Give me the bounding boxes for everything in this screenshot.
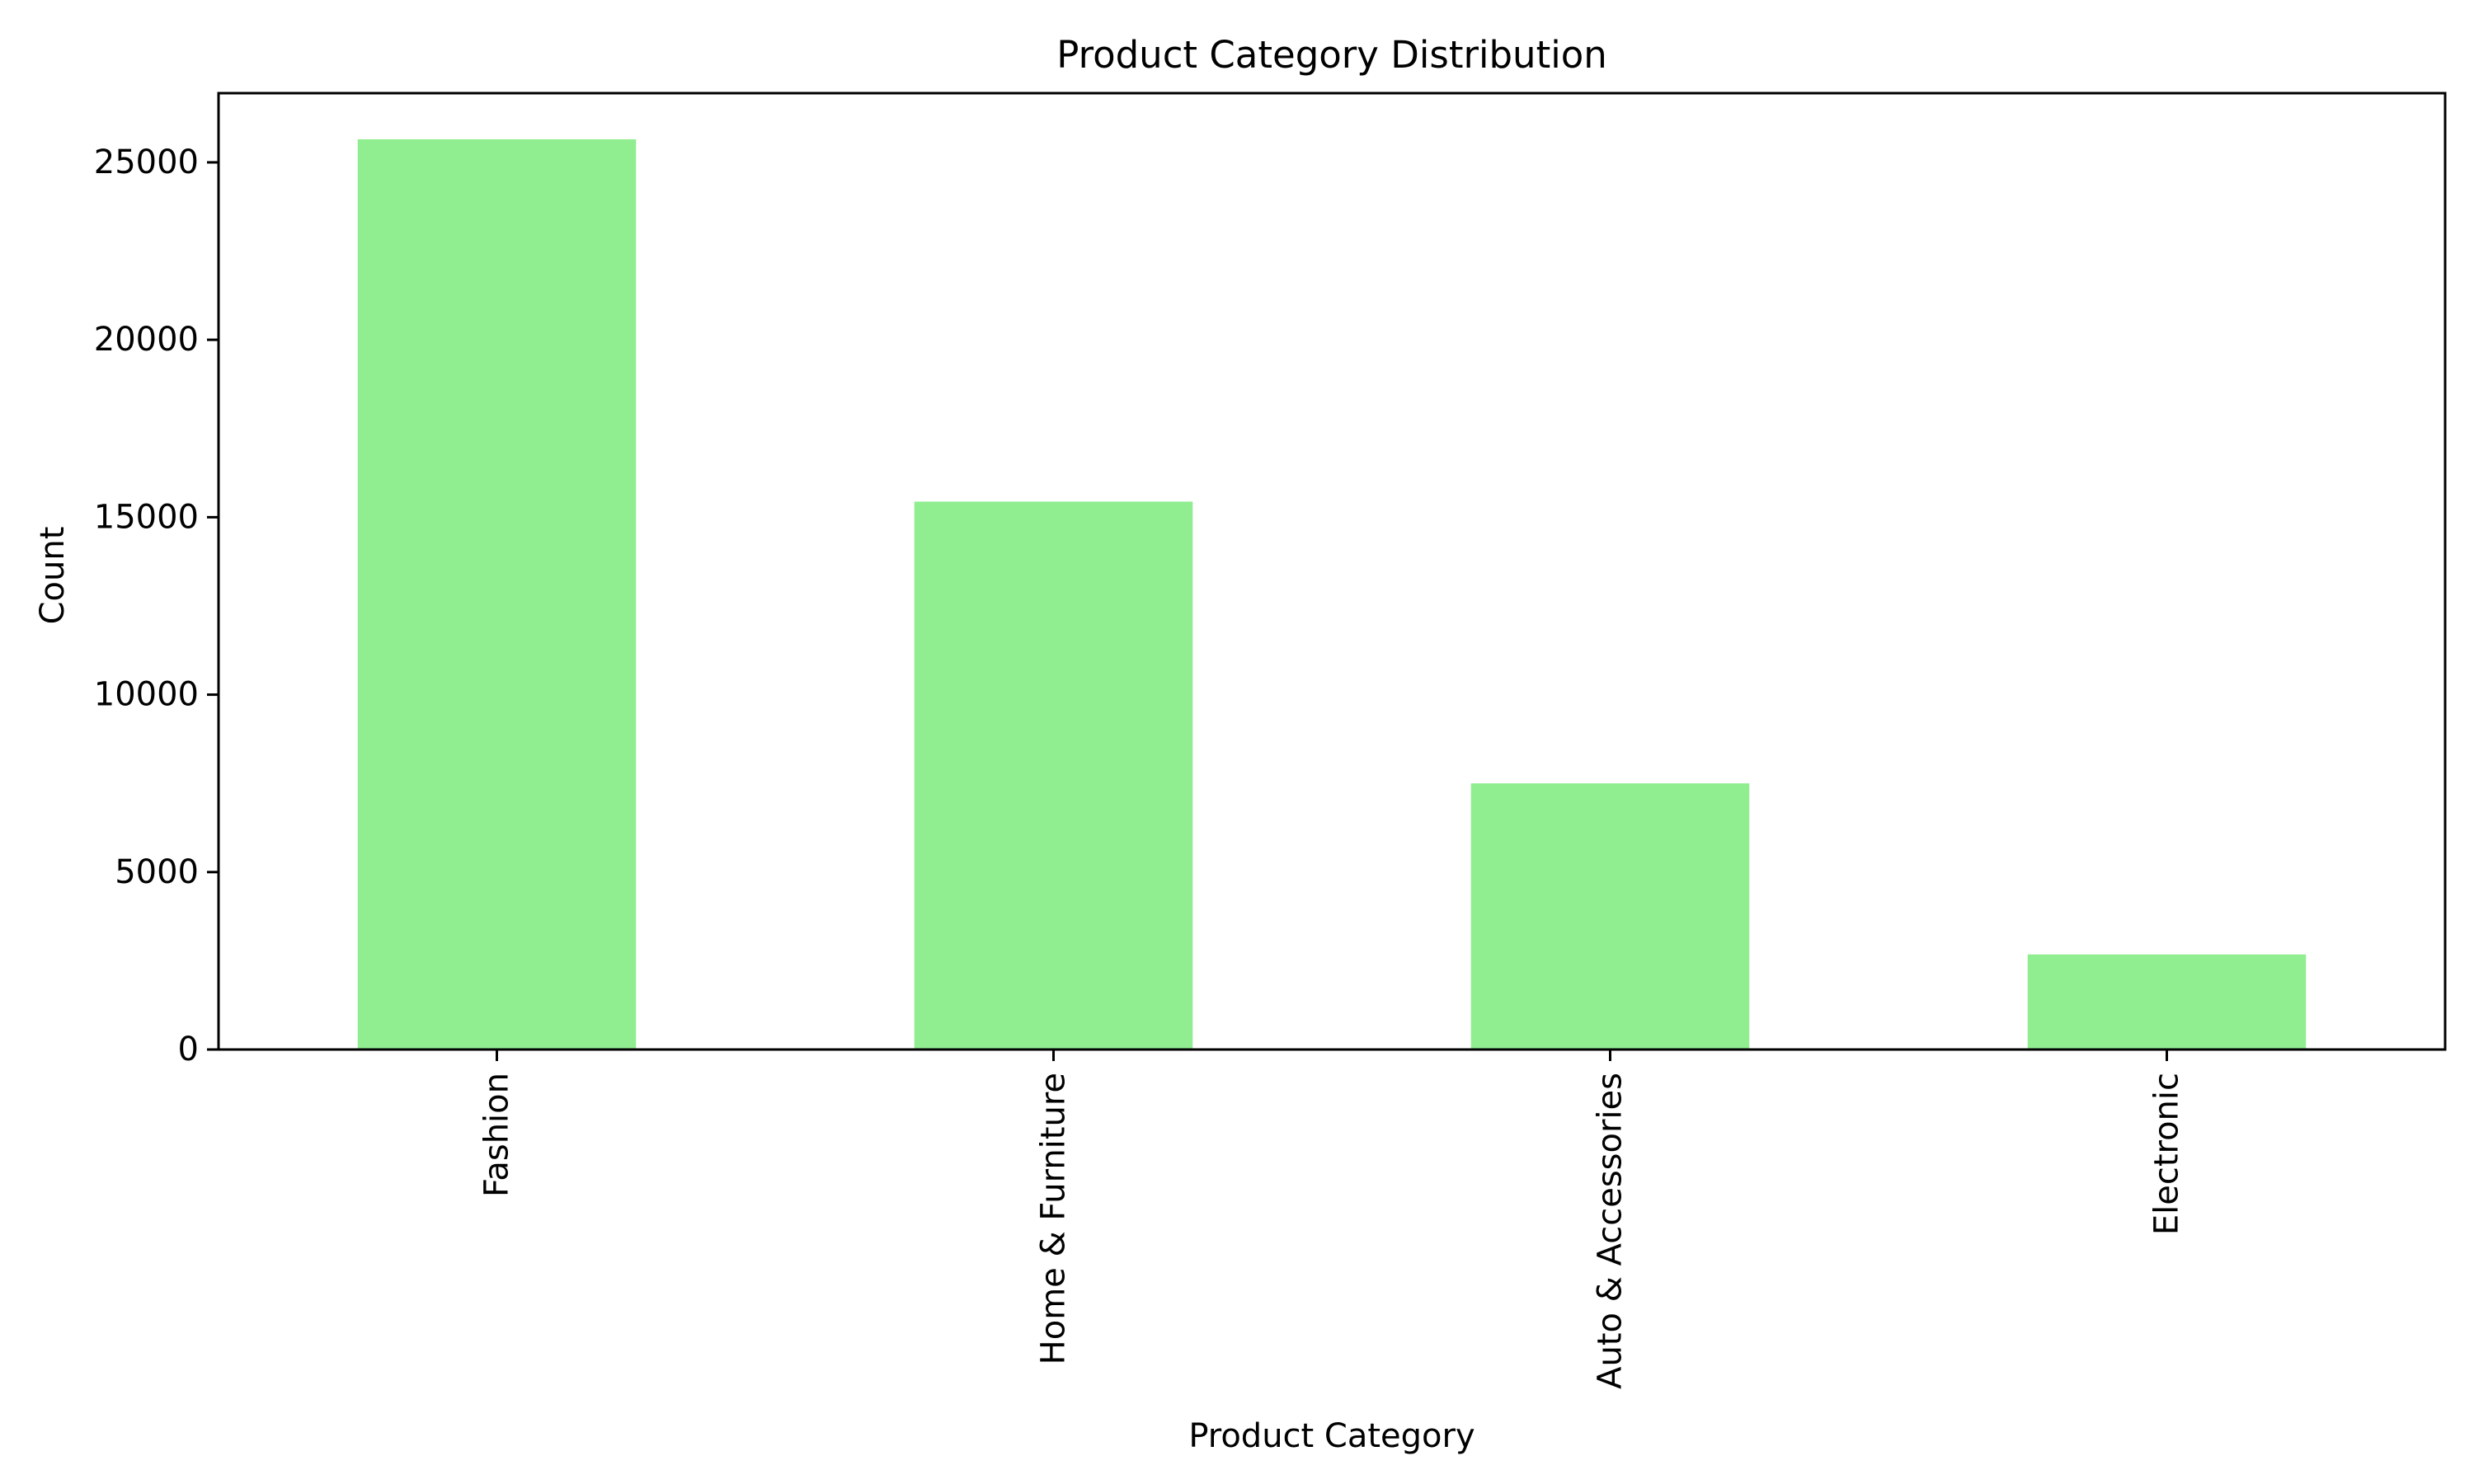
x-tick-label: Fashion: [478, 1073, 516, 1197]
x-tick-label: Home & Furniture: [1035, 1073, 1073, 1364]
chart-title: Product Category Distribution: [1056, 33, 1607, 77]
bars-group: [357, 139, 2307, 1050]
bar-auto-accessories: [1470, 783, 1750, 1050]
y-tick-label: 5000: [115, 853, 199, 891]
y-tick-label: 20000: [94, 321, 199, 359]
y-axis-label: Count: [34, 527, 72, 625]
x-tick-label: Electronic: [2148, 1073, 2186, 1235]
x-tick-label: Auto & Accessories: [1592, 1073, 1630, 1389]
plot-area-frame: [217, 92, 2447, 1051]
y-tick-label: 0: [178, 1031, 199, 1068]
x-axis-ticks: Fashion Home & Furniture Auto & Accessorie…: [478, 1050, 2186, 1389]
y-axis-ticks: 0 5000 10000 15000 20000 25000: [94, 143, 219, 1068]
bar-electronic: [2027, 954, 2307, 1050]
bar-fashion: [357, 139, 637, 1050]
y-tick-label: 25000: [94, 143, 199, 181]
x-axis-label: Product Category: [1188, 1417, 1475, 1455]
bar-home-furniture: [914, 501, 1193, 1050]
y-tick-label: 10000: [94, 676, 199, 714]
y-tick-label: 15000: [94, 498, 199, 536]
